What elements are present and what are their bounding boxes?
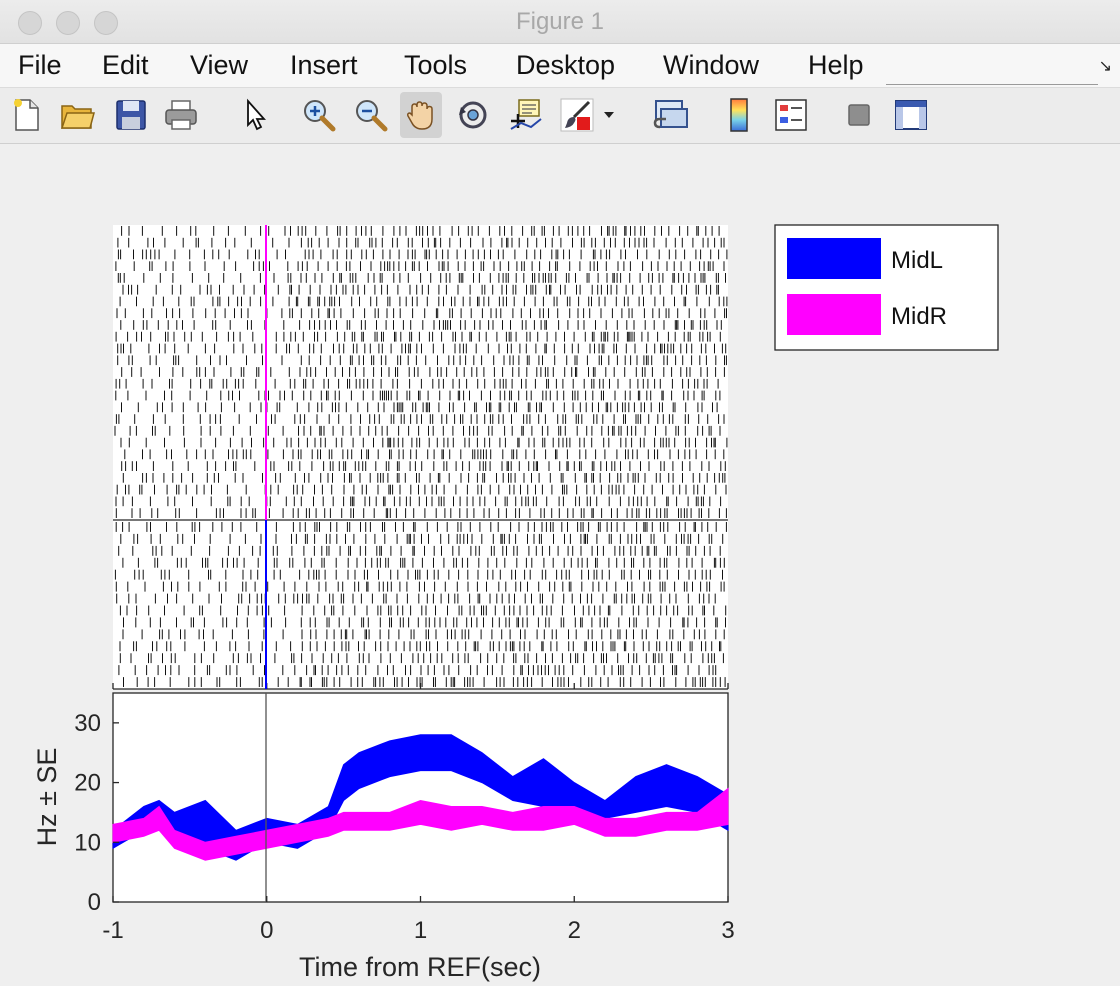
print-icon[interactable]: [160, 92, 202, 138]
y-axis-label: Hz ± SE: [32, 748, 62, 847]
x-tick-label: 1: [414, 917, 427, 944]
psth-bands: [112, 734, 729, 861]
pointer-icon[interactable]: [232, 92, 274, 138]
menu-file[interactable]: File: [18, 50, 62, 80]
x-tick-label: -1: [102, 917, 123, 944]
menu-edit[interactable]: Edit: [102, 50, 149, 80]
zoom-out-icon[interactable]: [350, 92, 392, 138]
y-tick-label: 0: [88, 889, 101, 916]
brush-dropdown-icon[interactable]: [598, 92, 620, 138]
minimize-window-button[interactable]: [56, 11, 80, 35]
menu-view[interactable]: View: [190, 50, 249, 80]
y-tick-label: 30: [74, 710, 101, 737]
menu-insert[interactable]: Insert: [290, 50, 358, 80]
legend[interactable]: MidL MidR: [774, 224, 999, 351]
y-tick-label: 10: [74, 829, 101, 856]
x-tick-label: 2: [568, 917, 581, 944]
x-tick-label: 0: [260, 917, 273, 944]
raster-spike-ticks: [114, 226, 728, 687]
menu-bar: File Edit View Insert Tools Desktop Wind…: [0, 44, 1120, 88]
zoom-in-icon[interactable]: [298, 92, 340, 138]
psth-band-midr: [112, 787, 729, 861]
window-titlebar: Figure 1: [0, 0, 1120, 44]
close-window-button[interactable]: [18, 11, 42, 35]
legend-icon[interactable]: [770, 92, 812, 138]
window-title: Figure 1: [515, 8, 605, 35]
brush-icon[interactable]: [556, 92, 598, 138]
menu-desktop[interactable]: Desktop: [516, 50, 616, 80]
menu-help[interactable]: Help: [808, 50, 864, 80]
rotate-3d-icon[interactable]: [452, 92, 494, 138]
show-plot-tools-icon[interactable]: [890, 92, 932, 138]
hide-plot-tools-icon[interactable]: [838, 92, 880, 138]
link-plot-icon[interactable]: [650, 92, 692, 138]
menu-tools[interactable]: Tools: [404, 50, 468, 80]
psth-band-midl: [112, 734, 729, 861]
zoom-window-button[interactable]: [94, 11, 118, 35]
y-tick-label: 20: [74, 770, 101, 797]
legend-swatch-midR: [787, 294, 881, 335]
dock-figure-icon[interactable]: ↘: [1098, 58, 1112, 75]
x-tick-label: 3: [721, 917, 734, 944]
colorbar-icon[interactable]: [718, 92, 760, 138]
open-file-icon[interactable]: [56, 92, 98, 138]
spike-raster-panel: [112, 225, 729, 690]
menu-window[interactable]: Window: [663, 50, 760, 80]
menu-separator: [886, 84, 1098, 85]
x-axis-label: Time from REF(sec): [299, 952, 541, 982]
legend-swatch-midL: [787, 238, 881, 279]
legend-label-midR: MidR: [891, 303, 947, 330]
data-cursor-icon[interactable]: [504, 92, 546, 138]
legend-label-midL: MidL: [891, 247, 943, 274]
figure-toolbar: [0, 88, 1120, 144]
save-icon[interactable]: [110, 92, 152, 138]
pan-hand-icon[interactable]: [400, 92, 442, 138]
new-figure-icon[interactable]: [6, 92, 48, 138]
